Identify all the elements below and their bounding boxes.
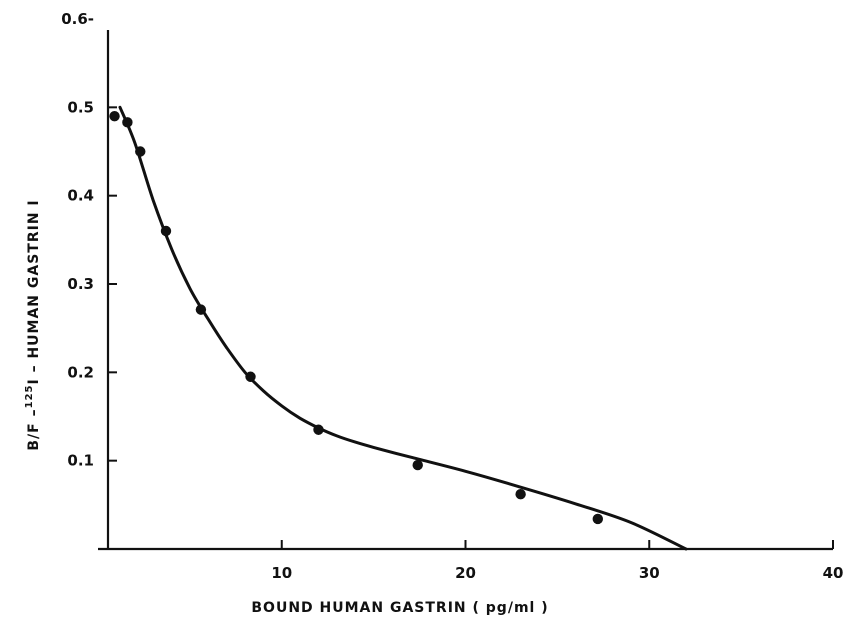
y-tick-label: 0.5 [67, 98, 94, 116]
x-tick-label: 40 [823, 564, 844, 582]
data-point [161, 226, 171, 236]
fitted-curve [120, 107, 686, 549]
y-axis-title-superscript: 125 [24, 385, 35, 409]
y-tick-label: 0.3 [67, 275, 94, 293]
fitted-curve-layer [120, 107, 686, 549]
axis-ticks: 10 20 30 40 0.1 0.2 0.3 0.4 0.5 0.6- [61, 10, 843, 582]
data-point [593, 514, 603, 524]
y-tick-label: 0.1 [67, 452, 94, 470]
y-axis-title: B/F –125I – HUMAN GASTRIN I [24, 199, 42, 450]
y-tick-label: 0.2 [67, 363, 94, 381]
data-point [109, 111, 119, 121]
y-axis-title-suffix: I – HUMAN GASTRIN I [26, 199, 42, 384]
y-tick-label: 0.6- [61, 10, 94, 28]
data-point [313, 425, 323, 435]
data-point [413, 460, 423, 470]
data-point [122, 117, 132, 127]
x-axis-title: BOUND HUMAN GASTRIN ( pg/ml ) [251, 600, 548, 616]
x-tick-label: 10 [271, 564, 292, 582]
data-points-layer [109, 111, 603, 524]
x-tick-label: 20 [455, 564, 476, 582]
data-point [245, 372, 255, 382]
data-point [135, 146, 145, 156]
y-axis-title-prefix: B/F – [26, 408, 42, 450]
y-tick-label: 0.4 [67, 187, 94, 205]
data-point [196, 304, 206, 314]
data-point [515, 489, 525, 499]
x-tick-label: 30 [639, 564, 660, 582]
